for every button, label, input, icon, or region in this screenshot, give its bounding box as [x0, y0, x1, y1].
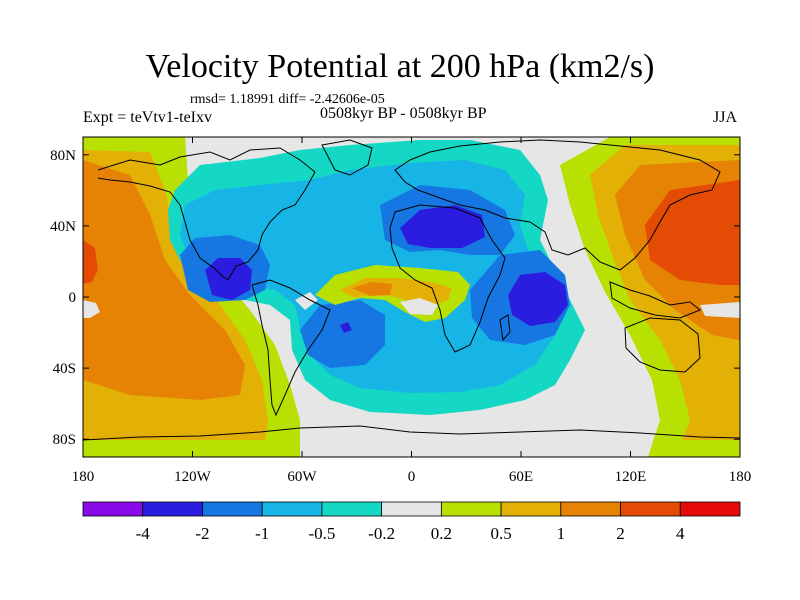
contour-core-south-atlantic [340, 322, 352, 333]
colorbar-swatch [321, 501, 383, 517]
colorbar-swatch [82, 501, 144, 517]
colorbar-swatch [142, 501, 203, 517]
coast-maritime [609, 281, 701, 319]
chart-title: Velocity Potential at 200 hPa (km2/s) [145, 48, 655, 85]
x-tick-label: 180 [729, 469, 752, 485]
contour-pacific-west-3 [83, 240, 98, 284]
colorbar-label: 0.2 [431, 524, 452, 543]
contour-field [83, 137, 740, 457]
colorbar-label: 2 [616, 524, 625, 543]
x-tick-label: 120E [615, 469, 647, 485]
x-tick-label: 0 [408, 469, 416, 485]
coast-africa [389, 204, 506, 353]
contour-atlantic-gap-2 [400, 298, 438, 315]
colorbar-swatch [560, 501, 621, 517]
contour-pacific-east-gap [700, 302, 740, 318]
contour-pacific-west-gap [83, 300, 100, 318]
y-tick-label: 80S [53, 432, 76, 448]
coastlines [83, 139, 740, 441]
period-label: 0508kyr BP - 0508kyr BP [320, 105, 487, 122]
coast-south-america [251, 279, 331, 417]
x-tick-label: 120W [174, 469, 212, 485]
y-tick-label: 80N [50, 148, 76, 164]
y-tick-label: 40S [53, 361, 76, 377]
x-axis: 180 120W 60W 0 60E 120E 180 [72, 137, 752, 485]
colorbar-swatch [440, 501, 502, 517]
x-tick-label: 60W [287, 469, 317, 485]
y-axis: 80N 40N 0 40S 80S [50, 148, 740, 448]
y-tick-label: 40N [50, 219, 76, 235]
colorbar-label: -0.5 [308, 524, 335, 543]
colorbar-swatch [679, 501, 741, 517]
contour-pacific-west-2 [83, 160, 245, 400]
colorbar-swatch [261, 501, 323, 517]
colorbar-label: -1 [255, 524, 269, 543]
colorbar-label: 1 [557, 524, 566, 543]
colorbar-label: 4 [676, 524, 685, 543]
coast-madagascar [499, 314, 511, 342]
colorbar-swatch [620, 501, 681, 517]
coast-north-america [97, 147, 316, 281]
colorbar-swatch [500, 501, 562, 517]
colorbar: -4 -2 -1 -0.5 -0.2 0.2 0.5 1 2 4 [82, 501, 741, 543]
coast-antarctica [83, 425, 740, 441]
colorbar-swatch [381, 501, 442, 517]
season-label: JJA [713, 109, 738, 126]
coast-greenland [321, 139, 373, 176]
colorbar-swatch [202, 501, 263, 517]
experiment-label: Expt = teVtv1-teIxv [83, 109, 212, 126]
colorbar-label: -0.2 [368, 524, 395, 543]
coast-eurasia [394, 139, 721, 271]
x-tick-label: 180 [72, 469, 95, 485]
contour-negative-6 [300, 300, 385, 368]
coast-australia [624, 317, 701, 373]
contour-core-indian-ocean [508, 272, 568, 326]
y-tick-label: 0 [69, 290, 77, 306]
colorbar-label: -4 [136, 524, 151, 543]
contour-atlantic-gap [295, 292, 318, 310]
x-tick-label: 60E [509, 469, 533, 485]
colorbar-label: 0.5 [490, 524, 511, 543]
stats-label: rmsd= 1.18991 diff= -2.42606e-05 [190, 92, 385, 107]
contour-atlantic-tongue-2 [352, 282, 392, 296]
contour-core-north-africa [400, 205, 485, 248]
colorbar-label: -2 [195, 524, 209, 543]
